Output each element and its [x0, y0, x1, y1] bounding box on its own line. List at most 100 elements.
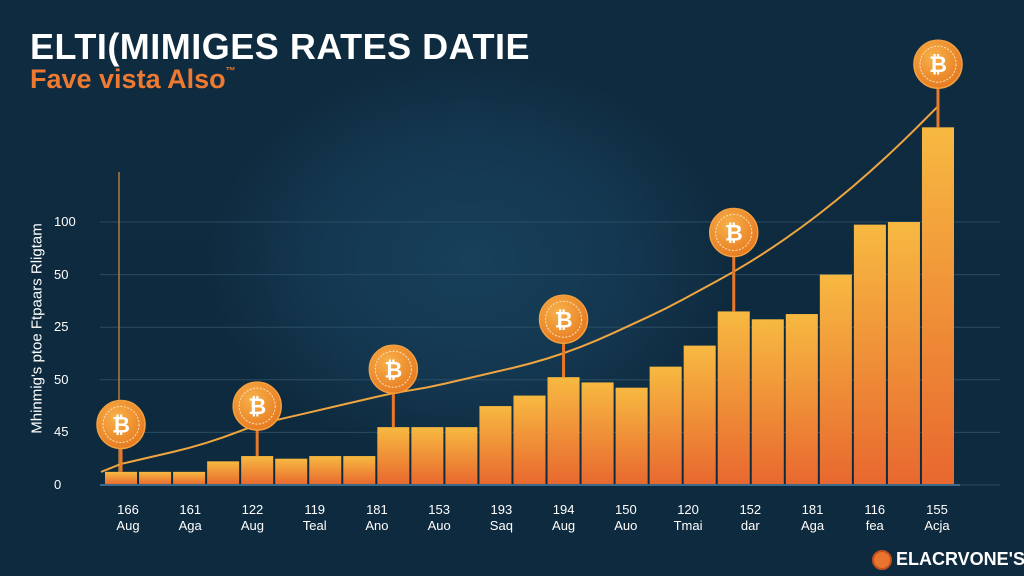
subtitle-mark: ™: [225, 66, 236, 77]
coin-ring: [545, 300, 583, 338]
bitcoin-coin-icon: [232, 381, 282, 431]
bitcoin-coin-icon: [708, 207, 759, 258]
bar: [615, 387, 648, 485]
brand-logo: ELACRVONE'S: [872, 549, 1024, 570]
bar: [241, 456, 274, 485]
y-tick-label: 50: [54, 266, 69, 282]
bar: [751, 319, 784, 485]
x-tick-label: 116 fea: [845, 502, 905, 534]
bar: [513, 395, 546, 485]
x-tick-label: 166 Aug: [98, 502, 158, 534]
chart-title: ELTI(MIMIGES RATES DATIE: [30, 26, 530, 67]
bar: [785, 314, 818, 485]
y-tick-label: 100: [54, 214, 76, 229]
coin-ring: [374, 350, 412, 388]
y-tick-label: 0: [54, 477, 62, 492]
bar: [479, 406, 512, 485]
logo-text: ELACRVONE'S: [896, 549, 1024, 569]
bar: [581, 382, 614, 485]
bitcoin-marker: ₿: [538, 294, 589, 378]
bar: [853, 224, 886, 485]
x-tick-label: Saq: [489, 518, 513, 533]
x-tick-label: Aug: [240, 518, 265, 533]
x-tick-label: 120 Tmai: [658, 502, 718, 534]
x-tick-label: Acja: [924, 518, 950, 533]
bitcoin-coin-icon: [913, 39, 963, 89]
x-tick-value: 161: [179, 502, 202, 517]
x-tick-label: 150 Auo: [596, 502, 656, 534]
x-tick-label: Tmai: [673, 518, 703, 533]
logo-icon: [872, 549, 892, 570]
bar: [309, 456, 342, 485]
x-tick-label: Ano: [365, 518, 389, 533]
bitcoin-marker: ₿: [708, 207, 759, 312]
bar: [717, 311, 750, 485]
bitcoin-symbol-icon: ₿: [555, 308, 573, 333]
bar: [139, 471, 172, 485]
bitcoin-coin-icon: [368, 344, 419, 395]
x-tick-label: 181 Aga: [783, 502, 843, 534]
x-tick-value: 120: [677, 502, 699, 517]
coin-ring: [715, 214, 753, 252]
coin-ring: [238, 387, 276, 425]
x-tick-value: 155: [926, 502, 948, 517]
x-tick-label: Aga: [178, 518, 202, 533]
x-tick-label: 194 Aug: [534, 502, 594, 534]
trend-line: [100, 105, 939, 473]
x-tick-label: 153 Auo: [409, 502, 469, 534]
x-tick-value: 150: [614, 502, 637, 517]
bitcoin-coin-icon: [96, 399, 146, 450]
x-tick-label: fea: [865, 518, 884, 533]
bar: [343, 456, 376, 485]
bitcoin-symbol-icon: ₿: [725, 222, 743, 247]
bitcoin-symbol-icon: ₿: [384, 358, 402, 383]
coin-ring: [919, 45, 957, 83]
x-tick-label: Auo: [427, 518, 451, 533]
bar: [377, 427, 410, 485]
chart-subtitle: Fave vista Also™: [30, 64, 236, 95]
x-tick-label: Auo: [614, 518, 638, 533]
x-tick-label: 155 Acja: [907, 502, 967, 534]
x-tick-label: 119 Teal: [285, 502, 345, 534]
bar: [207, 461, 240, 485]
bitcoin-symbol-icon: ₿: [112, 414, 130, 439]
coin-ring: [102, 406, 140, 444]
x-tick-label: 181 Ano: [347, 502, 407, 534]
y-tick-label: 50: [54, 371, 69, 387]
x-tick-label: Aug: [552, 518, 576, 533]
x-tick-label: Teal: [302, 518, 327, 533]
x-tick-label: 122 Aug: [222, 502, 282, 534]
bar: [819, 274, 852, 485]
x-tick-label: Aug: [116, 518, 140, 533]
x-tick-value: 181: [366, 502, 388, 517]
bar: [547, 377, 580, 485]
x-tick-value: 152: [739, 502, 762, 517]
x-tick-value: 193: [490, 502, 513, 517]
bar: [105, 471, 138, 485]
subtitle-text: Fave vista Also: [30, 64, 226, 94]
bitcoin-marker: ₿: [913, 39, 963, 128]
x-tick-value: 153: [428, 502, 450, 517]
x-tick-label: Aga: [800, 518, 825, 533]
x-tick-label: 161 Aga: [160, 502, 220, 534]
x-tick-label: 152 dar: [720, 502, 780, 534]
bitcoin-marker: ₿: [96, 399, 146, 472]
bar: [887, 222, 920, 485]
y-tick-label: 25: [54, 319, 69, 335]
bitcoin-symbol-icon: ₿: [248, 395, 266, 420]
y-tick-label: 45: [54, 424, 69, 440]
bar: [445, 427, 478, 485]
x-tick-value: 181: [801, 502, 824, 517]
bar: [921, 127, 954, 485]
bar: [411, 427, 444, 485]
bitcoin-marker: ₿: [232, 381, 282, 457]
x-tick-value: 119: [304, 502, 326, 517]
x-tick-label: dar: [740, 518, 760, 533]
bar: [275, 458, 308, 485]
bitcoin-coin-icon: [538, 294, 589, 345]
bar: [683, 345, 716, 485]
bar: [649, 366, 682, 485]
x-tick-value: 116: [864, 502, 886, 517]
x-tick-value: 166: [117, 502, 139, 517]
